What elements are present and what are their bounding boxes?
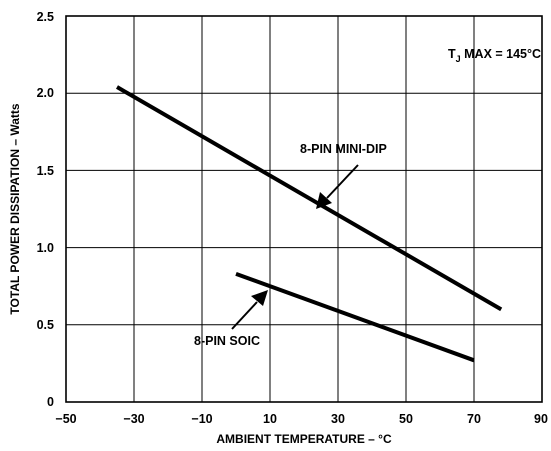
x-tick-label: −30 [123,412,144,426]
mini-dip-arrowhead [316,192,332,209]
plot-frame [65,15,543,403]
series-line-mini-dip [115,85,503,312]
series-line-soic [235,271,475,363]
y-tick-label: 1.5 [37,164,54,178]
series-lines [115,85,503,363]
x-tick-label: 10 [263,412,277,426]
x-tick-label: −50 [55,412,76,426]
x-tick-label: 30 [331,412,345,426]
y-tick-label: 2.0 [37,86,54,100]
x-tick-label: 70 [467,412,481,426]
y-tick-label: 0 [47,395,54,409]
x-tick-label: 50 [399,412,413,426]
y-tick-labels: 0 0.5 1.0 1.5 2.0 2.5 [37,10,54,409]
y-axis-title: TOTAL POWER DISSIPATION – Watts [8,103,22,314]
x-tick-label: −10 [191,412,212,426]
tj-suffix: MAX = 145°C [461,47,541,61]
callout-mini-dip: 8-PIN MINI-DIP [300,142,387,209]
y-tick-label: 1.0 [37,241,54,255]
y-tick-label: 2.5 [37,10,54,24]
junction-temp-label: TJ MAX = 145°C [448,47,541,64]
callout-soic: 8-PIN SOIC [194,290,268,348]
soic-arrow-shaft [231,301,258,330]
gridlines [66,16,542,402]
mini-dip-arrow-shaft [326,164,359,199]
series-label-mini-dip: 8-PIN MINI-DIP [300,142,387,156]
y-tick-label: 0.5 [37,318,54,332]
x-tick-labels: −50 −30 −10 10 30 50 70 90 [55,412,548,426]
soic-arrowhead [251,290,268,306]
series-label-soic: 8-PIN SOIC [194,334,260,348]
x-axis-title: AMBIENT TEMPERATURE – °C [216,432,392,446]
tj-prefix: T [448,47,456,61]
x-tick-label: 90 [534,412,548,426]
tj-subscript: J [456,54,461,64]
